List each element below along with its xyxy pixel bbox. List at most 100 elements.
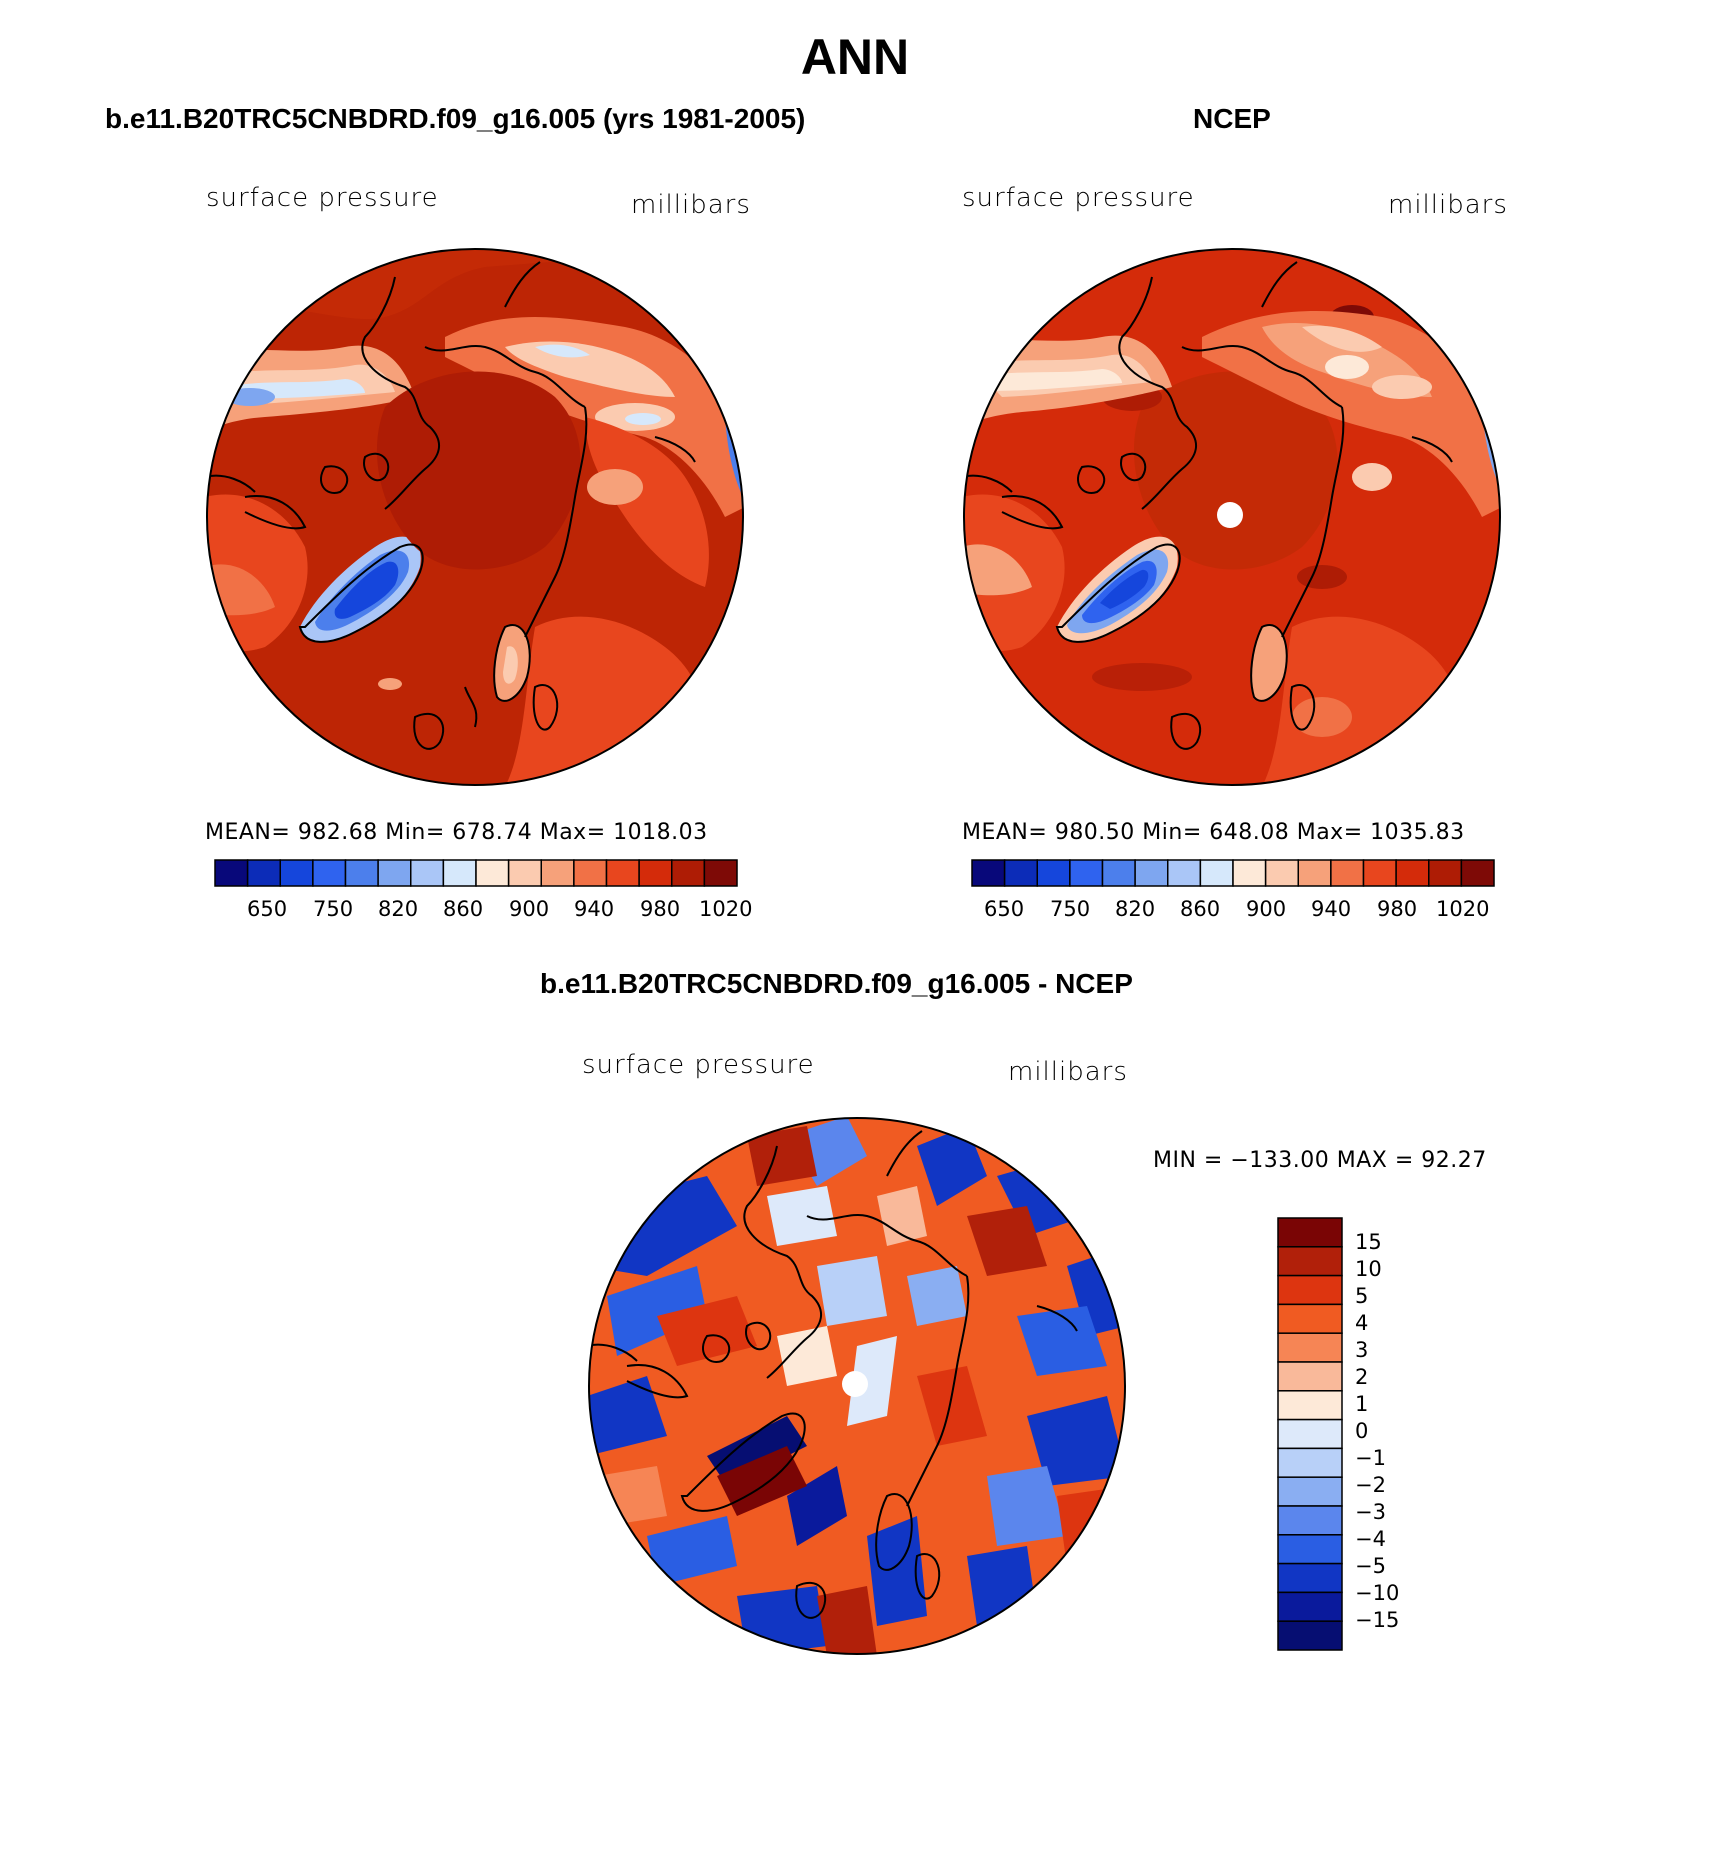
- diff-polar-map: [588, 1117, 1126, 1655]
- colorbar-swatch: [312, 859, 347, 887]
- diff-colorbar: [1277, 1217, 1343, 1651]
- model-stats-line: MEAN= 982.68 Min= 678.74 Max= 1018.03: [205, 820, 708, 845]
- colorbar-swatch: [1277, 1447, 1343, 1478]
- colorbar-tick-label: −5: [1355, 1554, 1386, 1578]
- colorbar-swatch: [1069, 859, 1104, 887]
- colorbar-tick-label: 10: [1355, 1257, 1382, 1281]
- colorbar-swatch: [1277, 1562, 1343, 1594]
- colorbar-swatch: [605, 859, 640, 887]
- colorbar-swatch: [1277, 1476, 1343, 1507]
- colorbar-swatch: [1277, 1620, 1343, 1651]
- colorbar-swatch: [279, 859, 314, 887]
- colorbar-swatch: [1277, 1591, 1343, 1622]
- colorbar-swatch: [1277, 1361, 1343, 1392]
- colorbar-swatch: [703, 859, 738, 887]
- colorbar-tick-label: 820: [378, 897, 419, 921]
- colorbar-swatch: [1460, 859, 1495, 887]
- colorbar-tick-label: 750: [1050, 897, 1091, 921]
- colorbar-swatch: [971, 859, 1006, 887]
- colorbar-tick-label: 15: [1355, 1230, 1382, 1254]
- colorbar-tick-label: 0: [1355, 1419, 1369, 1443]
- colorbar-swatch: [475, 859, 510, 887]
- colorbar-tick-label: 4: [1355, 1311, 1369, 1335]
- colorbar-tick-label: 1020: [699, 897, 753, 921]
- colorbar-swatch: [671, 859, 706, 887]
- colorbar-swatch: [573, 859, 608, 887]
- colorbar-tick-label: 980: [1377, 897, 1418, 921]
- diff-units-label: millibars: [1008, 1057, 1128, 1087]
- colorbar-tick-label: 900: [1246, 897, 1287, 921]
- model-polar-map: [206, 248, 744, 786]
- colorbar-tick-label: 650: [984, 897, 1025, 921]
- colorbar-swatch: [1362, 859, 1397, 887]
- model-panel-title: b.e11.B20TRC5CNBDRD.f09_g16.005 (yrs 198…: [105, 103, 806, 134]
- colorbar-tick-label: 2: [1355, 1365, 1369, 1389]
- obs-colorbar-labels: 650 750 820 860 900 940 980 1020: [972, 897, 1494, 923]
- colorbar-tick-label: 940: [574, 897, 615, 921]
- colorbar-tick-label: 900: [509, 897, 550, 921]
- colorbar-tick-label: 3: [1355, 1338, 1369, 1362]
- colorbar-swatch: [1297, 859, 1332, 887]
- colorbar-swatch: [410, 859, 445, 887]
- obs-stats-line: MEAN= 980.50 Min= 648.08 Max= 1035.83: [962, 820, 1465, 845]
- colorbar-swatch: [1277, 1217, 1343, 1248]
- model-colorbar: [214, 859, 738, 887]
- colorbar-swatch: [1428, 859, 1463, 887]
- obs-polar-map: [963, 248, 1501, 786]
- colorbar-tick-label: 820: [1115, 897, 1156, 921]
- colorbar-swatch: [1277, 1534, 1343, 1565]
- colorbar-swatch: [1277, 1418, 1343, 1450]
- colorbar-swatch: [1277, 1303, 1343, 1334]
- colorbar-swatch: [1277, 1332, 1343, 1363]
- colorbar-tick-label: −15: [1355, 1608, 1400, 1632]
- colorbar-swatch: [638, 859, 673, 887]
- colorbar-swatch: [1003, 859, 1039, 887]
- colorbar-swatch: [246, 859, 282, 887]
- colorbar-tick-label: −10: [1355, 1581, 1400, 1605]
- colorbar-tick-label: 940: [1311, 897, 1352, 921]
- colorbar-swatch: [442, 859, 477, 887]
- colorbar-tick-label: 1: [1355, 1392, 1369, 1416]
- colorbar-tick-label: 860: [443, 897, 484, 921]
- colorbar-swatch: [1167, 859, 1202, 887]
- colorbar-swatch: [540, 859, 575, 887]
- obs-panel-title: NCEP: [1193, 103, 1271, 134]
- obs-colorbar: [971, 859, 1495, 887]
- colorbar-tick-label: −1: [1355, 1446, 1386, 1470]
- colorbar-tick-label: 980: [640, 897, 681, 921]
- model-units-label: millibars: [631, 190, 751, 220]
- obs-units-label: millibars: [1388, 190, 1508, 220]
- colorbar-swatch: [214, 859, 249, 887]
- colorbar-swatch: [1134, 859, 1169, 887]
- diff-stats-line: MIN = −133.00 MAX = 92.27: [1153, 1148, 1487, 1173]
- colorbar-swatch: [1395, 859, 1430, 887]
- colorbar-tick-label: 1020: [1436, 897, 1490, 921]
- colorbar-swatch: [1277, 1505, 1343, 1536]
- colorbar-swatch: [1277, 1274, 1343, 1306]
- colorbar-tick-label: 860: [1180, 897, 1221, 921]
- colorbar-swatch: [344, 859, 379, 887]
- colorbar-swatch: [1277, 1246, 1343, 1277]
- colorbar-swatch: [1199, 859, 1234, 887]
- colorbar-swatch: [1330, 859, 1365, 887]
- obs-field-label: surface pressure: [962, 183, 1195, 213]
- model-colorbar-labels: 650 750 820 860 900 940 980 1020: [215, 897, 752, 923]
- colorbar-tick-label: 750: [313, 897, 354, 921]
- colorbar-swatch: [1101, 859, 1136, 887]
- model-field-label: surface pressure: [206, 183, 439, 213]
- colorbar-swatch: [1277, 1390, 1343, 1421]
- colorbar-tick-label: −4: [1355, 1527, 1386, 1551]
- colorbar-swatch: [1232, 859, 1267, 887]
- colorbar-swatch: [1036, 859, 1071, 887]
- colorbar-tick-label: −3: [1355, 1500, 1386, 1524]
- page-title: ANN: [800, 29, 910, 85]
- diff-field-label: surface pressure: [582, 1050, 815, 1080]
- diff-panel-title: b.e11.B20TRC5CNBDRD.f09_g16.005 - NCEP: [540, 968, 1133, 999]
- colorbar-tick-label: 5: [1355, 1284, 1369, 1308]
- colorbar-tick-label: 650: [247, 897, 288, 921]
- colorbar-tick-label: −2: [1355, 1473, 1386, 1497]
- colorbar-swatch: [377, 859, 412, 887]
- colorbar-swatch: [507, 859, 543, 887]
- colorbar-swatch: [1264, 859, 1300, 887]
- diff-colorbar-labels: 15 10 5 4 3 2 1 0 −1 −2 −3 −4 −5 −10 −15: [1355, 1218, 1435, 1650]
